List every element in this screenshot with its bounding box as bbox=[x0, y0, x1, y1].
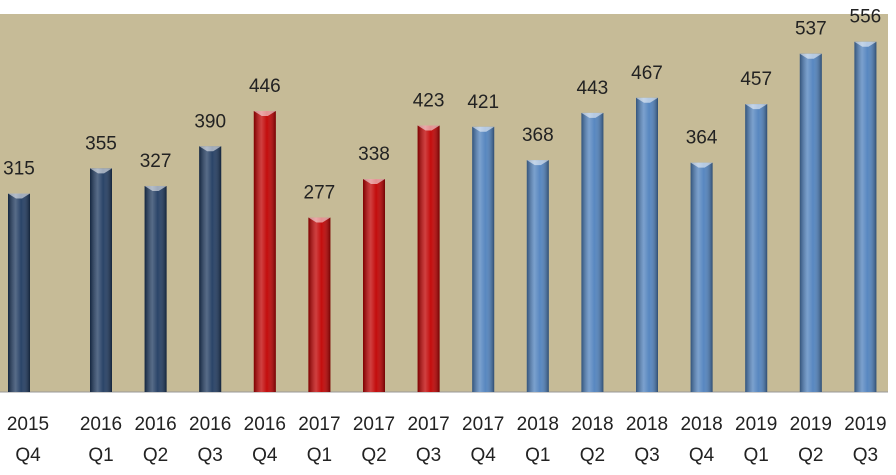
value-label: 390 bbox=[194, 111, 226, 132]
bar-shade bbox=[417, 125, 440, 392]
bar-shade bbox=[199, 146, 222, 392]
x-tick-label: Q2 bbox=[361, 445, 386, 466]
value-label: 364 bbox=[686, 128, 718, 149]
bar-cap bbox=[90, 168, 112, 174]
x-tick-label: 2016 bbox=[134, 414, 176, 435]
x-tick-label: Q4 bbox=[689, 445, 715, 466]
bar-cap bbox=[581, 112, 604, 118]
bar-shade bbox=[253, 111, 276, 393]
x-tick-label: 2018 bbox=[571, 414, 613, 435]
bar-cap bbox=[144, 185, 167, 191]
bar-cap bbox=[253, 111, 276, 117]
value-label: 277 bbox=[304, 183, 336, 204]
x-tick-label: 2016 bbox=[80, 414, 122, 435]
bar-shade bbox=[745, 104, 768, 392]
x-tick-label: 2016 bbox=[244, 414, 286, 435]
value-label: 338 bbox=[358, 144, 390, 165]
x-tick-label: 2018 bbox=[626, 414, 668, 435]
x-tick-label: 2019 bbox=[844, 414, 886, 435]
bar-cap bbox=[417, 125, 440, 131]
x-tick-label: Q3 bbox=[634, 445, 659, 466]
x-tick-label: Q2 bbox=[143, 445, 168, 466]
bar-shade bbox=[854, 41, 877, 392]
bar-shade bbox=[308, 217, 331, 392]
value-label: 446 bbox=[249, 76, 281, 97]
bar-cap bbox=[854, 41, 877, 47]
value-label: 368 bbox=[522, 125, 554, 146]
x-tick-label: Q1 bbox=[525, 445, 550, 466]
bar-cap bbox=[308, 217, 331, 223]
x-tick-label: Q3 bbox=[416, 445, 441, 466]
x-tick-label: 2017 bbox=[353, 414, 395, 435]
bar-cap bbox=[363, 179, 385, 185]
value-label: 327 bbox=[140, 151, 172, 172]
x-tick-label: Q1 bbox=[307, 445, 332, 466]
x-tick-label: 2016 bbox=[189, 414, 231, 435]
value-label: 443 bbox=[577, 78, 609, 99]
bar-cap bbox=[8, 193, 30, 199]
value-label: 423 bbox=[413, 91, 445, 112]
bar-shade bbox=[526, 160, 549, 392]
x-tick-label: 2017 bbox=[462, 414, 504, 435]
bar-cap bbox=[745, 104, 768, 110]
bar-shade bbox=[472, 126, 495, 393]
bar-shade bbox=[8, 193, 30, 392]
bar-cap bbox=[199, 146, 222, 152]
bar-cap bbox=[690, 162, 713, 168]
x-tick-label: 2018 bbox=[517, 414, 559, 435]
x-tick-label: Q4 bbox=[15, 445, 41, 466]
x-tick-label: 2018 bbox=[680, 414, 722, 435]
x-tick-label: Q1 bbox=[744, 445, 769, 466]
bar-cap bbox=[799, 53, 822, 59]
x-tick-label: 2017 bbox=[298, 414, 340, 435]
x-tick-label: Q2 bbox=[580, 445, 605, 466]
x-tick-label: Q1 bbox=[88, 445, 113, 466]
x-tick-label: Q2 bbox=[798, 445, 823, 466]
x-tick-label: Q4 bbox=[471, 445, 497, 466]
bar-cap bbox=[472, 126, 495, 132]
x-tick-label: 2019 bbox=[790, 414, 832, 435]
x-tick-label: 2019 bbox=[735, 414, 777, 435]
bar-cap bbox=[526, 160, 549, 166]
bar-shade bbox=[363, 179, 385, 392]
bar-cap bbox=[636, 97, 658, 103]
value-label: 467 bbox=[631, 63, 663, 84]
bar-shade bbox=[144, 185, 167, 392]
bar-shade bbox=[636, 97, 658, 392]
bar-shade bbox=[799, 53, 822, 392]
x-tick-label: Q3 bbox=[198, 445, 223, 466]
value-label: 457 bbox=[740, 69, 772, 90]
value-label: 315 bbox=[3, 159, 35, 180]
x-tick-label: 2015 bbox=[7, 414, 49, 435]
value-label: 421 bbox=[467, 92, 499, 113]
value-label: 556 bbox=[850, 7, 882, 28]
x-tick-label: Q4 bbox=[252, 445, 278, 466]
bar-shade bbox=[581, 112, 604, 392]
value-label: 355 bbox=[85, 133, 117, 154]
bar-shade bbox=[690, 162, 713, 392]
x-tick-label: Q3 bbox=[853, 445, 878, 466]
x-tick-label: 2017 bbox=[407, 414, 449, 435]
bar-shade bbox=[90, 168, 112, 392]
value-label: 537 bbox=[795, 19, 827, 40]
